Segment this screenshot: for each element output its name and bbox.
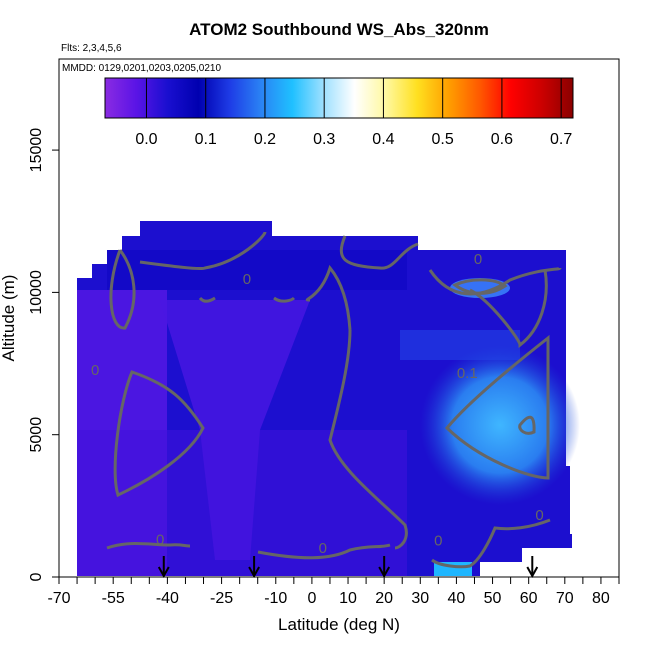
purple-band-bottom xyxy=(77,430,407,576)
x-tick-label: 10 xyxy=(339,590,357,607)
x-tick-label: 80 xyxy=(592,590,610,607)
colorbar-tick-label: 0.3 xyxy=(313,131,335,148)
colorbar-tick-label: 0.4 xyxy=(372,131,394,148)
contour-label: 0 xyxy=(156,531,164,548)
y-tick-label: 15000 xyxy=(28,128,45,173)
colorbar-tick-label: 0.0 xyxy=(135,131,157,148)
x-tick-label: -25 xyxy=(210,590,233,607)
flight-arrow-head xyxy=(378,566,391,579)
x-tick-label: -55 xyxy=(102,590,125,607)
x-tick-label: -40 xyxy=(156,590,179,607)
y-tick-label: 0 xyxy=(28,572,45,581)
flight-arrow-head xyxy=(248,566,260,579)
contour-label: 0 xyxy=(474,251,482,268)
y-axis-label: Altitude (m) xyxy=(0,275,18,362)
y-tick-label: 5000 xyxy=(28,417,45,453)
contour-label: 0 xyxy=(243,271,251,288)
flight-arrow-head xyxy=(157,566,170,579)
x-tick-label: 70 xyxy=(556,590,574,607)
contour-lines xyxy=(106,231,562,569)
x-tick-label: -70 xyxy=(47,590,70,607)
x-tick-label: 0 xyxy=(307,590,316,607)
blue-hotspot-east xyxy=(420,345,580,505)
colorbar-tick-label: 0.7 xyxy=(550,131,572,148)
x-axis-label: Latitude (deg N) xyxy=(278,615,400,634)
colorbar-tick-label: 0.2 xyxy=(254,131,276,148)
high-band-dark xyxy=(107,250,407,290)
colorbar-tick-label: 0.6 xyxy=(491,131,513,148)
colorbar-tick-label: 0.1 xyxy=(195,131,217,148)
contour-label: 0 xyxy=(535,507,543,524)
mmdd-annotation: MMDD: 0129,0201,0203,0205,0210 xyxy=(62,63,221,74)
contour-label: 0 xyxy=(319,540,327,557)
contour-label: 0 xyxy=(434,533,442,550)
colorbar-labels: 0.0 0.1 0.2 0.3 0.4 0.5 0.6 0.7 xyxy=(135,131,572,148)
chart-title: ATOM2 Southbound WS_Abs_320nm xyxy=(189,20,489,39)
blue-mid-strip xyxy=(400,330,520,360)
flight-arrow-head xyxy=(526,566,539,579)
heatmap-field: 0 0 0 0.1 0 0 0 0 xyxy=(77,221,580,576)
y-axis: 0 5000 10000 15000 xyxy=(28,128,59,581)
x-tick-label: 60 xyxy=(520,590,538,607)
colorbar-tick-label: 0.5 xyxy=(432,131,454,148)
x-tick-label: 40 xyxy=(448,590,466,607)
y-tick-label: 10000 xyxy=(28,270,45,315)
colorbar xyxy=(104,77,574,119)
x-tick-label: 20 xyxy=(375,590,393,607)
plot-frame xyxy=(58,58,620,578)
flights-annotation: Flts: 2,3,4,5,6 xyxy=(61,43,122,54)
contour-labels: 0 0 0 0.1 0 0 0 0 xyxy=(91,251,544,557)
x-tick-label: 50 xyxy=(484,590,502,607)
x-tick-label: 30 xyxy=(411,590,429,607)
contour-label: 0.1 xyxy=(457,365,478,382)
x-axis: -70 -55 -40 -25 -10 0 10 20 30 40 50 60 70 80 xyxy=(47,577,620,607)
x-tick-label: -10 xyxy=(264,590,287,607)
colorbar-lines xyxy=(145,78,562,118)
contour-label: 0 xyxy=(91,362,99,379)
flight-arrows xyxy=(157,556,539,579)
